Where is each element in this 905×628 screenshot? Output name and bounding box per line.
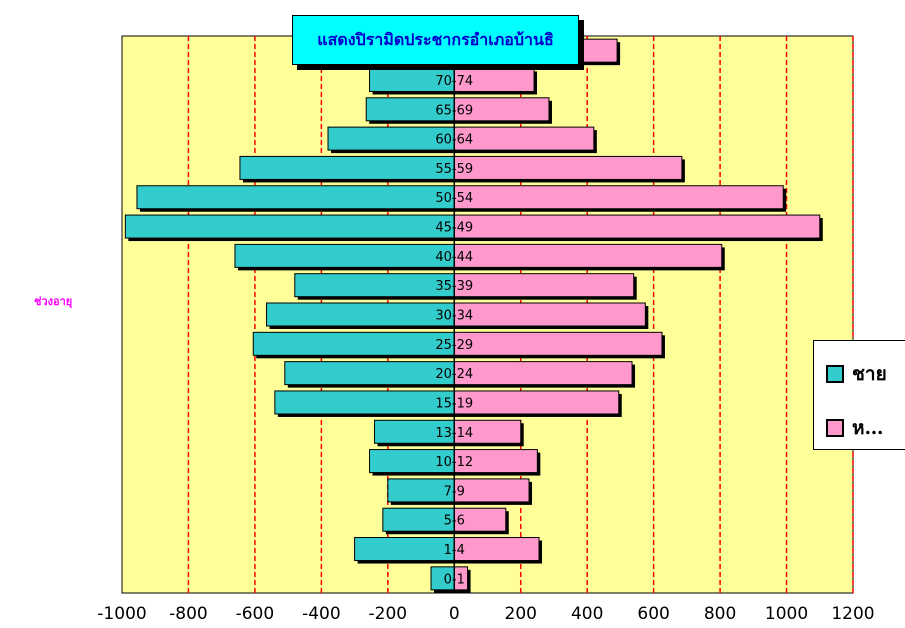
legend-item-male: ชาย [826, 359, 887, 389]
female-bar [453, 273, 635, 298]
male-bar [252, 331, 455, 356]
male-bar [294, 273, 455, 298]
age-label: 45-49 [435, 221, 473, 236]
age-label: 15-19 [435, 396, 473, 411]
age-label: 60-64 [435, 133, 473, 148]
age-label: 20-24 [435, 367, 473, 382]
female-bar [453, 155, 683, 180]
male-bar [234, 243, 455, 268]
female-bar [453, 390, 620, 415]
age-label: 35-39 [435, 279, 473, 294]
x-tick-label: -1000 [97, 604, 146, 624]
x-tick-label: 200 [505, 604, 537, 624]
age-label: 7-9 [444, 484, 465, 499]
age-label: 65-69 [435, 103, 473, 118]
x-tick-label: -600 [236, 604, 275, 624]
female-bar [453, 537, 540, 562]
male-bar [284, 361, 455, 386]
age-label: 25-29 [435, 338, 473, 353]
x-tick-label: 600 [637, 604, 669, 624]
x-tick-label: 800 [704, 604, 736, 624]
legend-label-male: ชาย [852, 363, 887, 385]
female-bar [453, 331, 663, 356]
female-bar [453, 185, 784, 210]
female-bar [453, 361, 633, 386]
x-axis-ticks: -1000 -800 -600 -400 -200 0 200 400 600 800 1000 12… [97, 604, 874, 624]
legend-swatch-male [826, 365, 844, 383]
bars [124, 36, 823, 593]
age-label: 5-6 [444, 514, 465, 529]
age-labels: 0-1 1-4 5-6 7-9 10-12 13-14 15-19 20-24 25-29 30-… [435, 74, 473, 587]
male-bar [266, 302, 455, 327]
legend: ชาย ห… [813, 340, 905, 450]
male-bar [124, 214, 455, 239]
female-bar [453, 243, 723, 268]
female-bar [453, 126, 595, 151]
legend-item-female: ห… [826, 413, 884, 443]
male-bar [274, 390, 455, 415]
x-tick-label: 400 [571, 604, 603, 624]
legend-swatch-female [826, 419, 844, 437]
x-tick-label: 1000 [765, 604, 808, 624]
age-label: 13-14 [435, 426, 473, 441]
female-bar [453, 302, 646, 327]
age-label: 10-12 [435, 455, 473, 470]
age-label: 55-59 [435, 162, 473, 177]
y-axis-label: ช่วงอายุ [34, 295, 73, 308]
x-tick-label: -200 [369, 604, 408, 624]
x-tick-label: 0 [449, 604, 460, 624]
female-bar [453, 478, 530, 503]
age-label: 0-1 [444, 572, 465, 587]
x-tick-label: 1200 [831, 604, 874, 624]
female-bar [453, 214, 821, 239]
male-bar [136, 185, 455, 210]
male-bar [354, 537, 455, 562]
x-tick-label: -400 [302, 604, 341, 624]
legend-label-female: ห… [852, 417, 884, 439]
chart-title: แสดงปิรามิดประชากรอำเภอบ้านธิ [292, 15, 579, 65]
age-label: 40-44 [435, 250, 473, 265]
age-label: 70-74 [435, 74, 473, 89]
age-label: 1-4 [444, 543, 465, 558]
age-label: 50-54 [435, 191, 473, 206]
male-bar [239, 155, 455, 180]
age-label: 30-34 [435, 309, 473, 324]
x-tick-label: -800 [169, 604, 208, 624]
